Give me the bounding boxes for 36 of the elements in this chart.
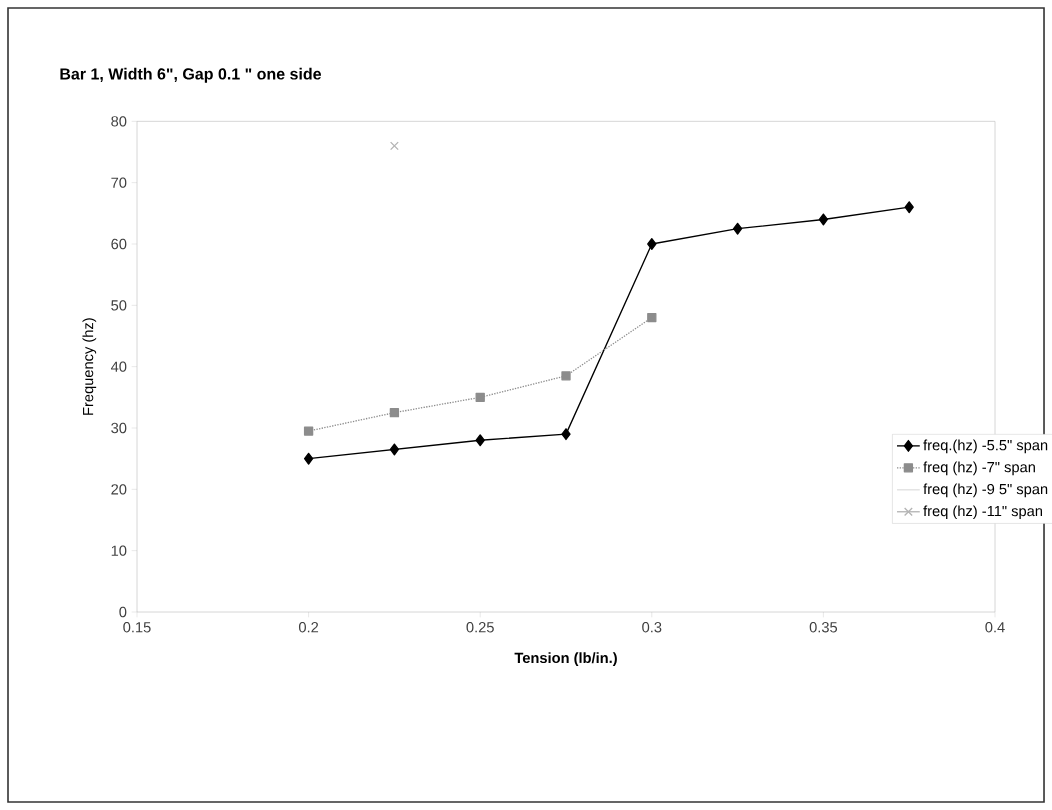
legend-label: freq.(hz) -5.5" span: [923, 439, 1048, 454]
x-tick-label: 0.25: [466, 622, 494, 633]
x-tick-label: 0.2: [298, 622, 319, 633]
point: [475, 392, 485, 402]
x-tick-label: 0.35: [809, 622, 838, 633]
x-tick-label: 0.3: [642, 622, 662, 633]
y-tick-label: 20: [111, 484, 127, 495]
y-tick-label: 0: [119, 606, 127, 618]
point: [389, 443, 400, 456]
y-tick-label: 30: [111, 422, 127, 434]
y-tick-label: 50: [111, 300, 127, 311]
point: [818, 213, 829, 226]
legend-label: freq (hz) -7" span: [923, 461, 1035, 476]
x-tick-label: 0.15: [123, 622, 151, 633]
y-tick-label: 10: [111, 545, 127, 556]
y-tick-label: 70: [111, 177, 127, 188]
point: [561, 371, 571, 381]
point: [732, 222, 743, 235]
point: [561, 428, 571, 441]
point: [303, 452, 314, 465]
chart-title: Bar 1, Width 6", Gap 0.1 " one side: [60, 67, 322, 83]
point: [647, 312, 657, 323]
y-tick-label: 40: [110, 361, 127, 372]
point: [389, 408, 400, 418]
y-axis-title: Frequency (hz): [82, 318, 97, 415]
point: [647, 238, 657, 250]
legend-label: freq (hz) -11" span: [923, 505, 1042, 520]
legend-label: freq (hz) -9 5" span: [923, 483, 1048, 498]
point: [475, 434, 485, 447]
x-axis-title: Tension (lb/in.): [514, 652, 617, 666]
y-tick-label: 60: [111, 238, 127, 250]
point: [389, 141, 399, 151]
x-tick-label: 0.4: [985, 622, 1005, 633]
y-tick-label: 80: [111, 116, 127, 127]
point: [303, 426, 314, 436]
point: [904, 201, 914, 214]
